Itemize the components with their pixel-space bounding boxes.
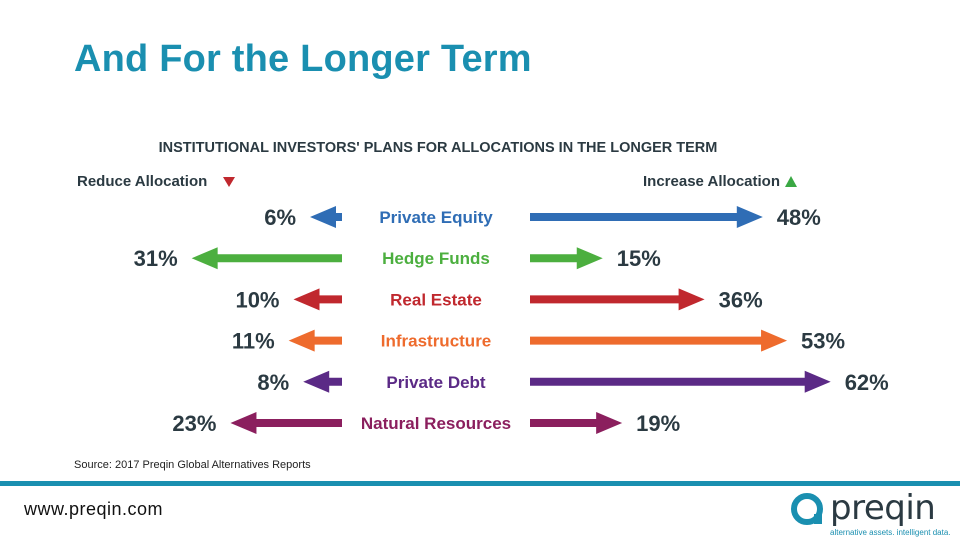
- increase-value-natural-resources: 19%: [636, 411, 680, 436]
- preqin-logo: preqin alternative assets. intelligent d…: [790, 488, 960, 540]
- increase-value-private-debt: 62%: [845, 370, 889, 395]
- reduce-arrow-private-debt: [303, 370, 342, 393]
- increase-value-infrastructure: 53%: [801, 329, 845, 354]
- increase-value-real-estate: 36%: [719, 287, 763, 312]
- reduce-arrow-private-equity: [310, 206, 342, 228]
- reduce-arrow-real-estate: [293, 288, 342, 311]
- up-triangle-icon: [785, 176, 797, 187]
- increase-arrow-infrastructure: [530, 329, 788, 352]
- increase-arrow-real-estate: [530, 288, 705, 311]
- increase-arrow-private-debt: [530, 370, 831, 393]
- category-label-infrastructure: Infrastructure: [381, 332, 492, 351]
- category-label-private-equity: Private Equity: [379, 208, 493, 227]
- logo-tagline: alternative assets. intelligent data.: [830, 528, 951, 537]
- source-note: Source: 2017 Preqin Global Alternatives …: [74, 459, 311, 471]
- increase-allocation-label: Increase Allocation: [643, 173, 780, 190]
- reduce-value-private-debt: 8%: [257, 370, 289, 395]
- reduce-value-infrastructure: 11%: [232, 329, 275, 354]
- category-label-natural-resources: Natural Resources: [361, 414, 511, 433]
- website-link[interactable]: www.preqin.com: [24, 499, 164, 519]
- reduce-value-private-equity: 6%: [264, 205, 296, 230]
- increase-arrow-hedge-funds: [530, 247, 603, 270]
- reduce-allocation-label: Reduce Allocation: [77, 173, 207, 190]
- increase-arrow-private-equity: [530, 206, 763, 228]
- reduce-arrow-natural-resources: [230, 412, 342, 434]
- category-label-private-debt: Private Debt: [386, 373, 486, 392]
- down-triangle-icon: [223, 177, 235, 187]
- chart-title: INSTITUTIONAL INVESTORS' PLANS FOR ALLOC…: [159, 140, 718, 156]
- footer-divider: [0, 481, 960, 486]
- reduce-arrow-hedge-funds: [191, 247, 342, 270]
- logo-wordmark: preqin: [830, 488, 936, 528]
- increase-arrow-natural-resources: [530, 412, 623, 434]
- slide-title: And For the Longer Term: [74, 38, 532, 80]
- category-label-hedge-funds: Hedge Funds: [382, 249, 490, 268]
- reduce-value-real-estate: 10%: [235, 287, 279, 312]
- reduce-value-natural-resources: 23%: [172, 411, 216, 436]
- logo-mark-icon: [791, 493, 823, 525]
- reduce-arrow-infrastructure: [288, 329, 342, 352]
- allocation-chart: INSTITUTIONAL INVESTORS' PLANS FOR ALLOC…: [77, 140, 889, 436]
- category-label-real-estate: Real Estate: [390, 290, 482, 309]
- increase-value-private-equity: 48%: [777, 205, 821, 230]
- increase-value-hedge-funds: 15%: [617, 246, 661, 271]
- reduce-value-hedge-funds: 31%: [134, 246, 178, 271]
